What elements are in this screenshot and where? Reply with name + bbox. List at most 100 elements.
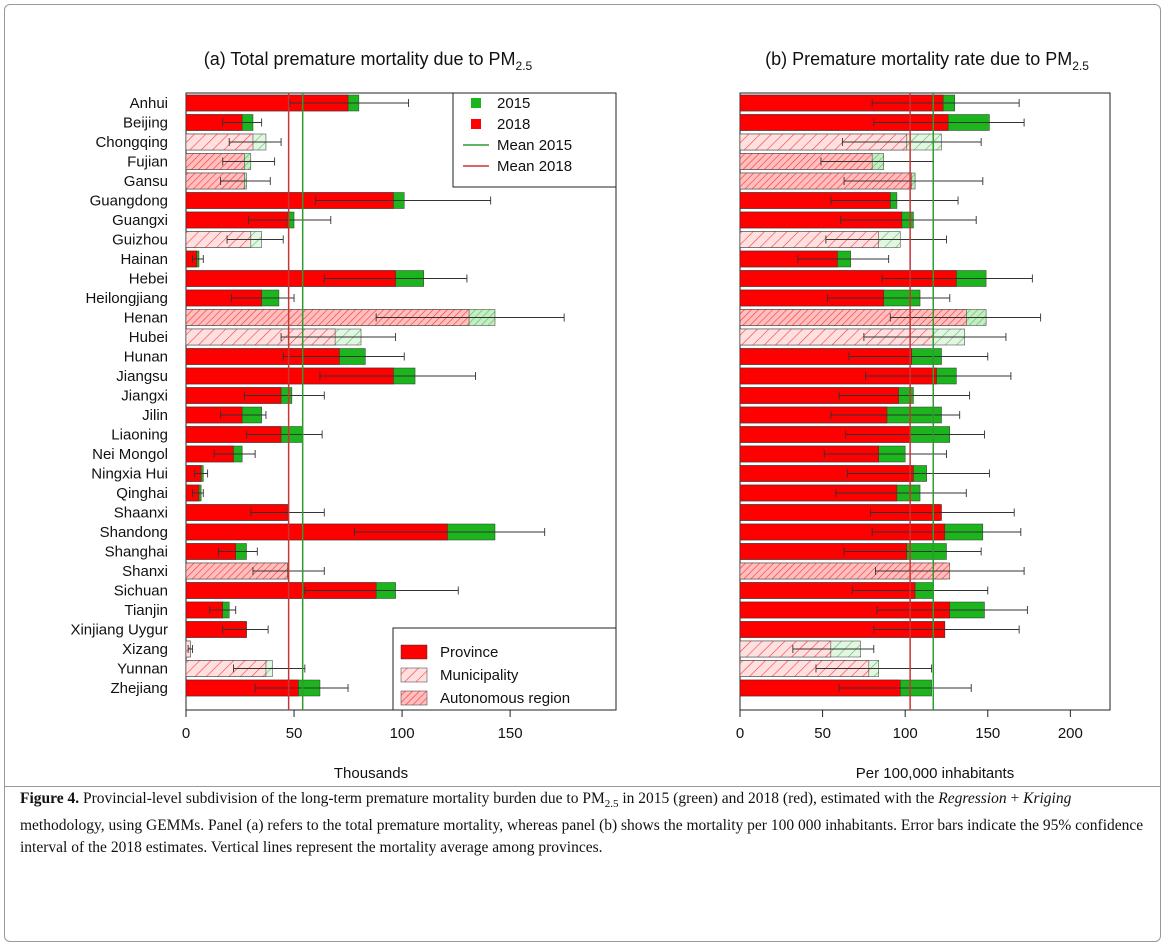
title-subscript: 2.5 <box>1072 59 1089 73</box>
y-tick-label: Tianjin <box>124 602 168 619</box>
y-tick-label: Ningxia Hui <box>91 465 168 482</box>
error-bar <box>220 411 267 419</box>
x-tick-label: 0 <box>736 725 744 742</box>
error-bar <box>841 138 982 146</box>
caption-text: + <box>1006 790 1024 807</box>
error-bar <box>846 469 990 478</box>
legend-label: Province <box>440 644 498 661</box>
y-tick-label: Hubei <box>129 329 168 346</box>
error-bar <box>889 313 1042 322</box>
error-bar <box>840 216 977 224</box>
legend-label: Mean 2018 <box>497 158 572 175</box>
caption-italic: Kriging <box>1023 790 1072 807</box>
error-bar <box>315 196 492 205</box>
y-tick-label: Jilin <box>142 407 168 424</box>
y-tick-label: Nei Mongol <box>92 446 168 463</box>
legend-label: Autonomous region <box>440 690 570 707</box>
error-bar <box>830 411 961 419</box>
legend-marker <box>471 119 481 129</box>
error-bar <box>881 274 1033 283</box>
error-bar <box>230 294 295 302</box>
legend-swatch <box>400 644 428 660</box>
error-bar <box>194 469 209 478</box>
error-bar <box>254 684 349 692</box>
error-bar <box>192 255 204 263</box>
error-bar <box>871 99 1020 107</box>
caption-label: Figure 4. <box>20 790 80 807</box>
error-bar <box>220 177 271 185</box>
error-bar <box>228 138 282 146</box>
y-tick-label: Xizang <box>122 641 168 658</box>
x-tick-label: 50 <box>286 725 303 742</box>
y-tick-label: Shanxi <box>122 563 168 580</box>
error-bar <box>192 489 204 497</box>
error-bar <box>217 547 258 556</box>
chart: (a) Total premature mortality due to PM2… <box>70 49 1111 782</box>
error-bar <box>838 391 971 400</box>
error-bar <box>873 118 1025 127</box>
error-bar <box>823 450 947 458</box>
error-bar <box>250 508 325 517</box>
x-axis-label: Per 100,000 inhabitants <box>856 765 1014 782</box>
legend-marker <box>471 98 481 108</box>
legend-label: 2015 <box>497 95 530 112</box>
error-bar <box>222 118 263 127</box>
caption-text: in 2015 (green) and 2018 (red), estimate… <box>618 790 939 807</box>
legend-box <box>392 627 617 711</box>
error-bar <box>209 606 237 614</box>
y-tick-label: Guizhou <box>112 231 168 248</box>
y-tick-label: Beijing <box>123 114 168 131</box>
error-bar <box>792 645 875 653</box>
legend-label: 2018 <box>497 116 530 133</box>
legend-swatch <box>400 690 428 706</box>
error-bar <box>213 450 256 458</box>
error-bar <box>375 313 565 322</box>
caption-text: Provincial-level subdivision of the long… <box>79 790 605 807</box>
x-axis-label: Thousands <box>334 765 408 782</box>
chart-title: (b) Premature mortality rate due to PM2.… <box>765 49 1089 73</box>
legend-box <box>452 92 617 188</box>
y-tick-label: Jiangsu <box>116 368 168 385</box>
error-bar <box>876 606 1028 614</box>
error-bar <box>871 528 1022 536</box>
error-bar <box>233 664 306 673</box>
caption: Figure 4. Provincial-level subdivision o… <box>20 788 1145 859</box>
y-tick-label: Zhejiang <box>110 680 168 697</box>
error-bar <box>873 625 1020 634</box>
caption-text: methodology, using GEMMs. Panel (a) refe… <box>20 817 1144 857</box>
y-tick-label: Shandong <box>100 524 168 541</box>
error-bar <box>848 352 989 361</box>
y-tick-label: Henan <box>124 309 168 326</box>
legend-label: Municipality <box>440 667 519 684</box>
y-tick-label: Qinghai <box>116 485 168 502</box>
y-tick-label: Yunnan <box>117 660 168 677</box>
error-bar <box>838 684 972 692</box>
error-bar <box>843 547 982 556</box>
error-bar <box>845 430 985 439</box>
y-tick-label: Fujian <box>127 153 168 170</box>
y-tick-label: Guangdong <box>90 192 168 209</box>
error-bar <box>226 235 284 244</box>
title-subscript: 2.5 <box>516 59 533 73</box>
error-bar <box>797 255 890 263</box>
error-bar <box>289 99 410 107</box>
error-bar <box>825 235 947 244</box>
y-tick-label: Guangxi <box>112 212 168 229</box>
y-tick-label: Chongqing <box>95 134 168 151</box>
error-bar <box>246 430 323 439</box>
error-bar <box>319 372 476 380</box>
error-bar <box>870 508 1015 517</box>
error-bar <box>830 196 959 205</box>
y-tick-label: Hunan <box>124 348 168 365</box>
y-tick-label: Anhui <box>130 95 168 112</box>
error-bar <box>874 567 1025 575</box>
error-bar <box>863 333 1007 341</box>
x-tick-label: 150 <box>498 725 523 742</box>
x-tick-label: 200 <box>1058 725 1083 742</box>
error-bar <box>835 489 967 497</box>
x-tick-label: 100 <box>390 725 415 742</box>
error-bar <box>243 391 325 400</box>
y-tick-label: Jiangxi <box>121 387 168 404</box>
y-tick-label: Hainan <box>120 251 168 268</box>
legend-label: Mean 2015 <box>497 137 572 154</box>
